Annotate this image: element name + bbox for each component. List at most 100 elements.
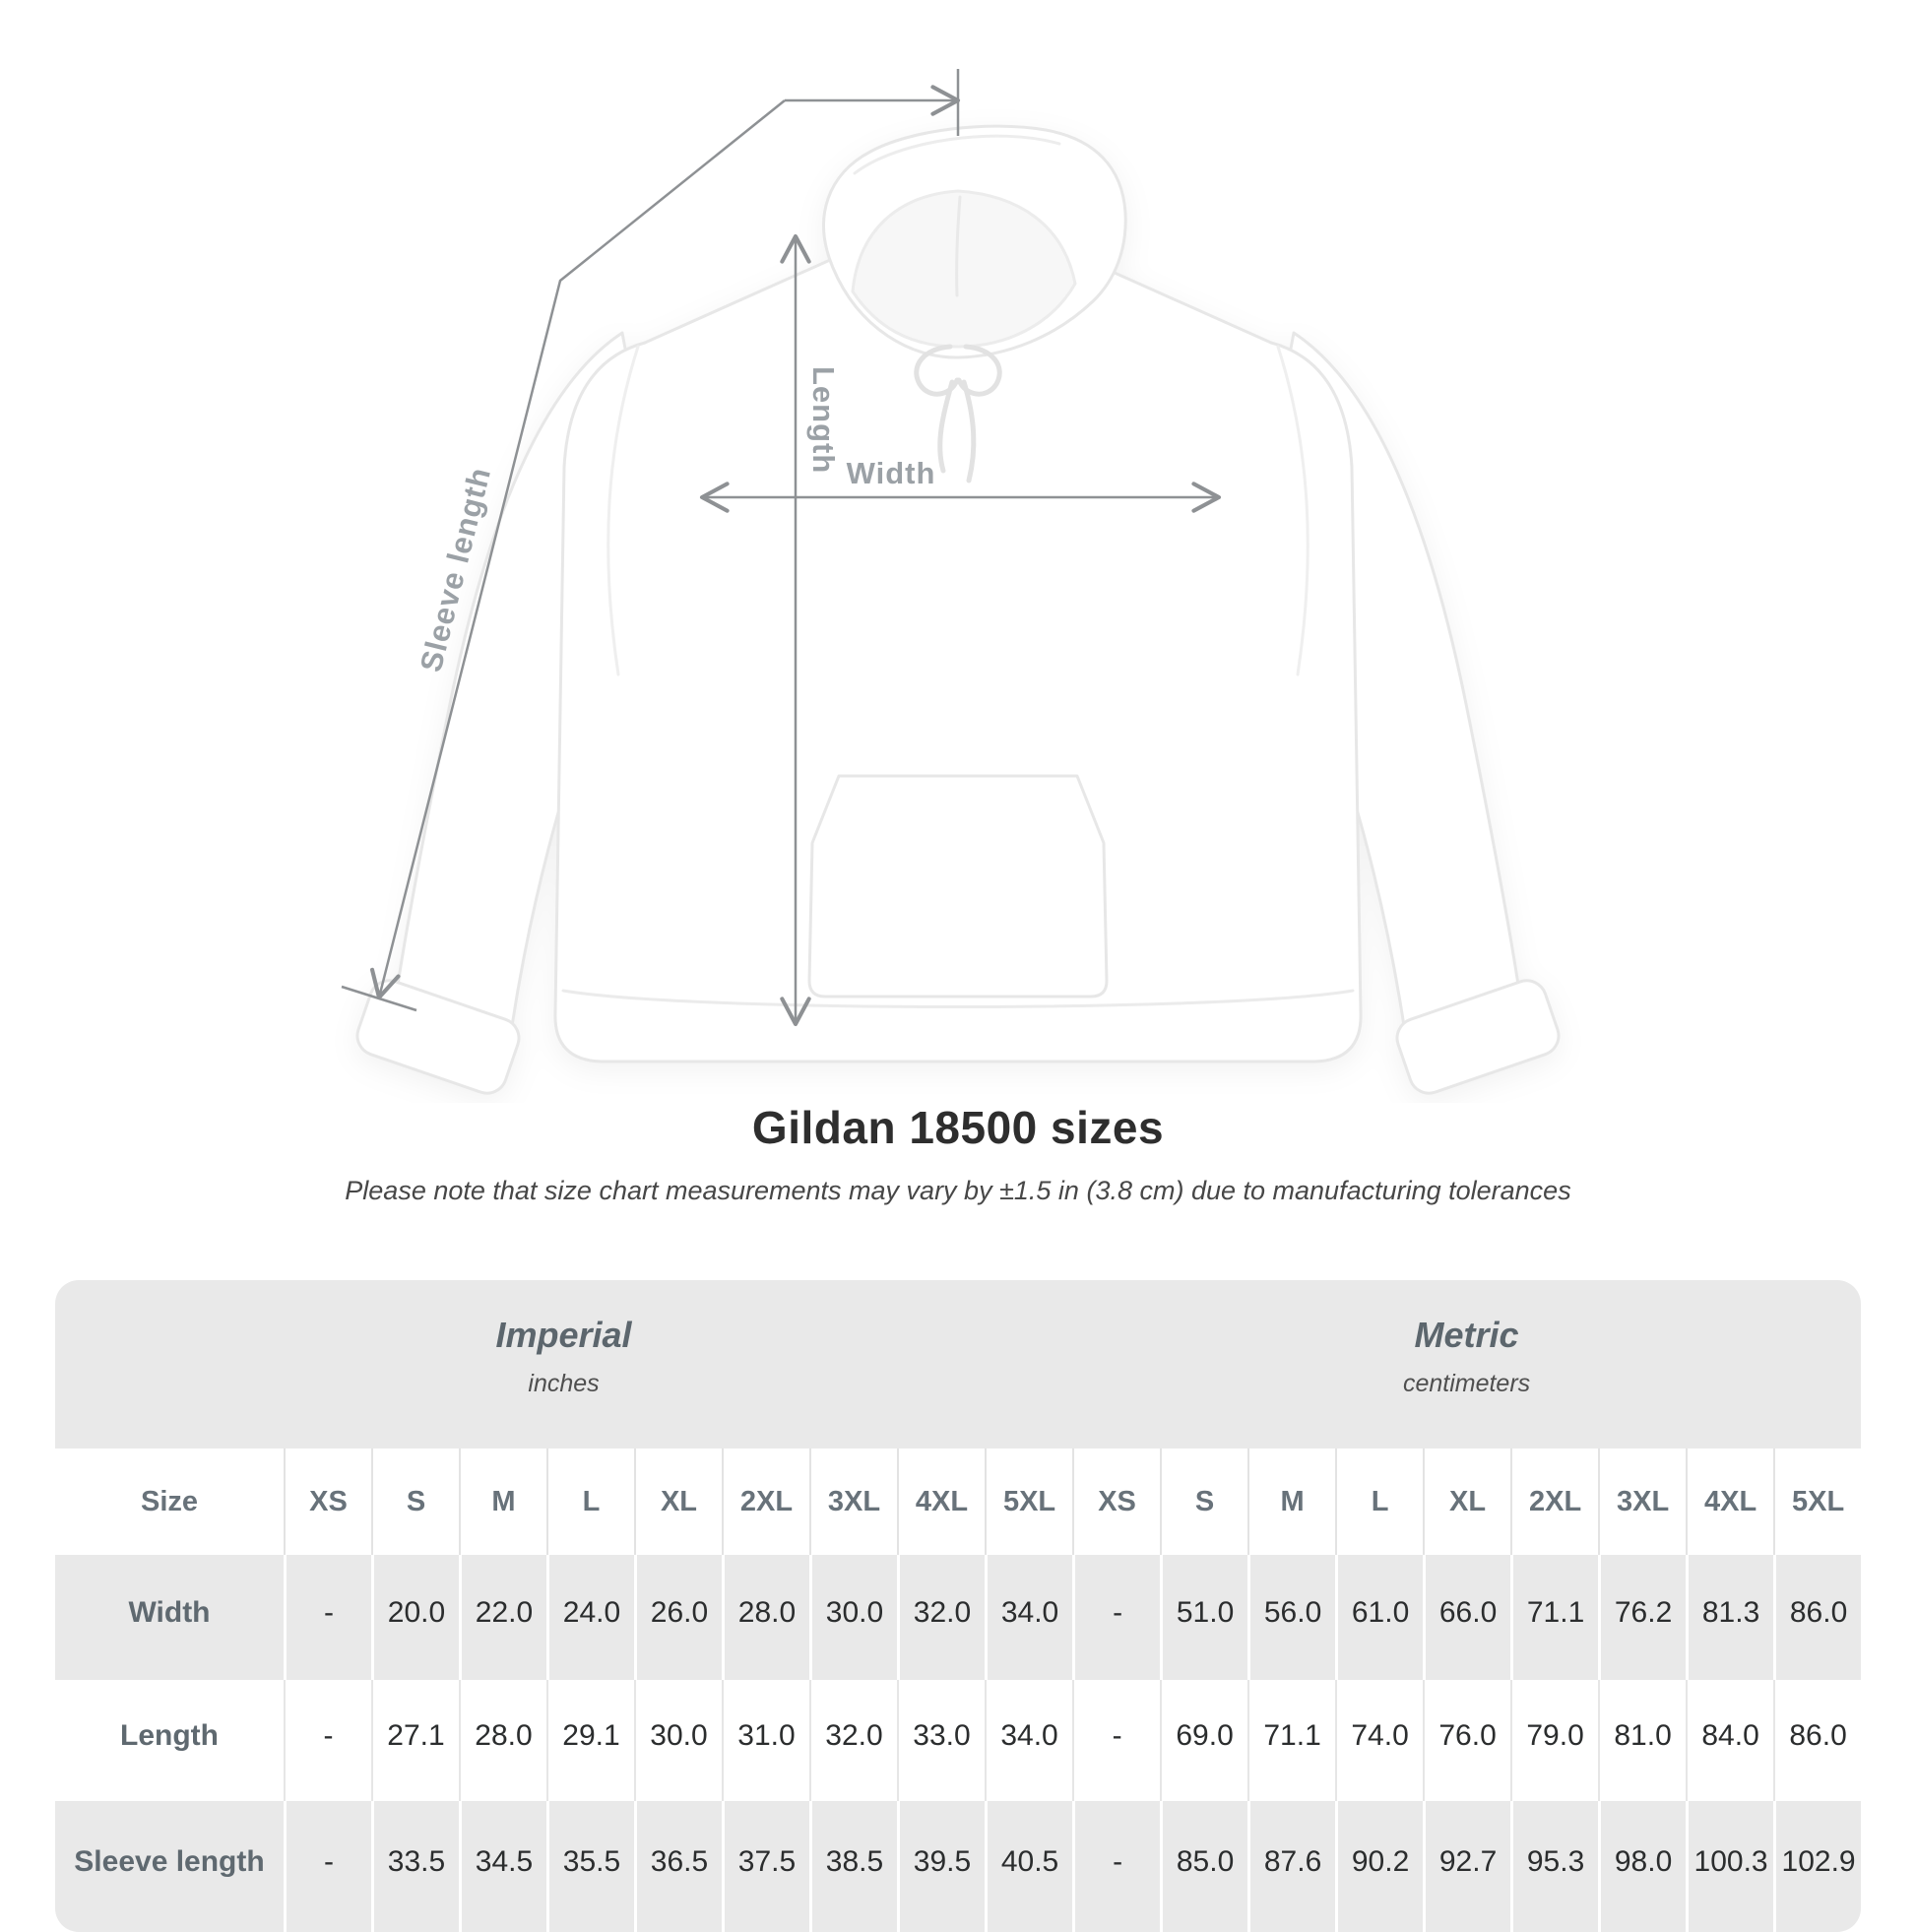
- value-cell: -: [1072, 1555, 1161, 1680]
- imperial-sublabel: inches: [528, 1369, 600, 1397]
- value-cell: 81.0: [1598, 1680, 1687, 1801]
- size-col-header: M: [1247, 1449, 1336, 1555]
- metric-group-header: Metric centimeters: [1072, 1280, 1862, 1449]
- value-cell: 102.9: [1773, 1801, 1862, 1932]
- title-block: Gildan 18500 sizes Please note that size…: [0, 1101, 1916, 1206]
- left-armhole-seam: [607, 345, 640, 676]
- value-cell: 32.0: [897, 1555, 985, 1680]
- row-label: Sleeve length: [55, 1801, 284, 1932]
- value-cell: 87.6: [1247, 1801, 1336, 1932]
- value-cell: 69.0: [1160, 1680, 1248, 1801]
- left-cuff: [355, 979, 521, 1095]
- value-cell: 86.0: [1773, 1555, 1862, 1680]
- value-cell: 33.5: [371, 1801, 459, 1932]
- body: [553, 254, 1363, 1063]
- size-col-header: L: [546, 1449, 634, 1555]
- value-cell: 22.0: [459, 1555, 546, 1680]
- value-cell: 37.5: [722, 1801, 809, 1932]
- measurement-row-length: Length - 27.1 28.0 29.1 30.0 31.0 32.0 3…: [55, 1680, 1862, 1801]
- size-col-header: S: [1160, 1449, 1248, 1555]
- value-cell: 76.2: [1598, 1555, 1687, 1680]
- measurement-lines: [341, 69, 1222, 1027]
- width-label: Width: [847, 456, 936, 490]
- sleeve-length-tick: [341, 985, 417, 1012]
- value-cell: 90.2: [1335, 1801, 1424, 1932]
- right-cuff: [1395, 979, 1561, 1095]
- value-cell: 34.0: [985, 1680, 1073, 1801]
- size-col-header: S: [371, 1449, 459, 1555]
- value-cell: 31.0: [722, 1680, 809, 1801]
- size-col-header: 3XL: [1598, 1449, 1687, 1555]
- value-cell: 86.0: [1773, 1680, 1862, 1801]
- size-col-header: XL: [1423, 1449, 1511, 1555]
- value-cell: 30.0: [634, 1680, 722, 1801]
- value-cell: 20.0: [371, 1555, 459, 1680]
- measurement-row-width: Width - 20.0 22.0 24.0 26.0 28.0 30.0 32…: [55, 1555, 1862, 1680]
- length-label: Length: [806, 366, 841, 474]
- value-cell: 29.1: [546, 1680, 634, 1801]
- value-cell: 30.0: [809, 1555, 897, 1680]
- value-cell: 36.5: [634, 1801, 722, 1932]
- value-cell: 51.0: [1160, 1555, 1248, 1680]
- value-cell: 39.5: [897, 1801, 985, 1932]
- value-cell: 61.0: [1335, 1555, 1424, 1680]
- value-cell: 40.5: [985, 1801, 1073, 1932]
- imperial-label: Imperial: [495, 1314, 632, 1355]
- measurement-row-sleeve-length: Sleeve length - 33.5 34.5 35.5 36.5 37.5…: [55, 1801, 1862, 1932]
- value-cell: 66.0: [1423, 1555, 1511, 1680]
- value-cell: 71.1: [1247, 1680, 1336, 1801]
- value-cell: 28.0: [722, 1555, 809, 1680]
- value-cell: 98.0: [1598, 1801, 1687, 1932]
- size-col-header: 4XL: [1686, 1449, 1774, 1555]
- size-header-row: Size XS S M L XL 2XL 3XL 4XL 5XL XS S M …: [55, 1449, 1862, 1555]
- hoodie-illustration: [355, 124, 1561, 1095]
- size-col-header: 4XL: [897, 1449, 985, 1555]
- sleeve-length-arrow: [369, 99, 786, 1000]
- hem-seam: [561, 989, 1355, 1008]
- size-col-header: 3XL: [809, 1449, 897, 1555]
- size-col-header: XS: [284, 1449, 371, 1555]
- page-title: Gildan 18500 sizes: [751, 1102, 1165, 1153]
- drawstrings: [914, 344, 1002, 483]
- imperial-group-header: Imperial inches: [55, 1280, 1073, 1449]
- right-armhole-seam: [1276, 345, 1309, 676]
- value-cell: 33.0: [897, 1680, 985, 1801]
- value-cell: 100.3: [1686, 1801, 1774, 1932]
- size-col-header: L: [1335, 1449, 1424, 1555]
- value-cell: 95.3: [1510, 1801, 1599, 1932]
- size-col-header: 2XL: [722, 1449, 809, 1555]
- value-cell: -: [1072, 1680, 1161, 1801]
- row-label: Length: [55, 1680, 284, 1801]
- value-cell: 74.0: [1335, 1680, 1424, 1801]
- value-cell: 81.3: [1686, 1555, 1774, 1680]
- value-cell: 35.5: [546, 1801, 634, 1932]
- size-col-header: XS: [1072, 1449, 1161, 1555]
- size-col-header: XL: [634, 1449, 722, 1555]
- value-cell: 24.0: [546, 1555, 634, 1680]
- size-header-cell: Size: [55, 1449, 284, 1555]
- value-cell: -: [284, 1555, 371, 1680]
- value-cell: 38.5: [809, 1801, 897, 1932]
- metric-label: Metric: [1414, 1314, 1519, 1355]
- hood-lining: [851, 189, 1077, 349]
- value-cell: 71.1: [1510, 1555, 1599, 1680]
- size-col-header: M: [459, 1449, 546, 1555]
- value-cell: 27.1: [371, 1680, 459, 1801]
- value-cell: 34.0: [985, 1555, 1073, 1680]
- value-cell: -: [1072, 1801, 1161, 1932]
- value-cell: 84.0: [1686, 1680, 1774, 1801]
- hoodie-measurement-diagram: Length Width Sleeve length: [341, 69, 1561, 1095]
- value-cell: 85.0: [1160, 1801, 1248, 1932]
- row-label: Width: [55, 1555, 284, 1680]
- hood-center-seam: [955, 195, 962, 297]
- hood-top-seam: [853, 134, 1061, 175]
- value-cell: 28.0: [459, 1680, 546, 1801]
- value-cell: 56.0: [1247, 1555, 1336, 1680]
- value-cell: -: [284, 1680, 371, 1801]
- value-cell: 34.5: [459, 1801, 546, 1932]
- value-cell: 26.0: [634, 1555, 722, 1680]
- value-cell: 79.0: [1510, 1680, 1599, 1801]
- unit-header-row: Imperial inches Metric centimeters: [55, 1280, 1862, 1449]
- size-col-header: 5XL: [1773, 1449, 1862, 1555]
- value-cell: 92.7: [1423, 1801, 1511, 1932]
